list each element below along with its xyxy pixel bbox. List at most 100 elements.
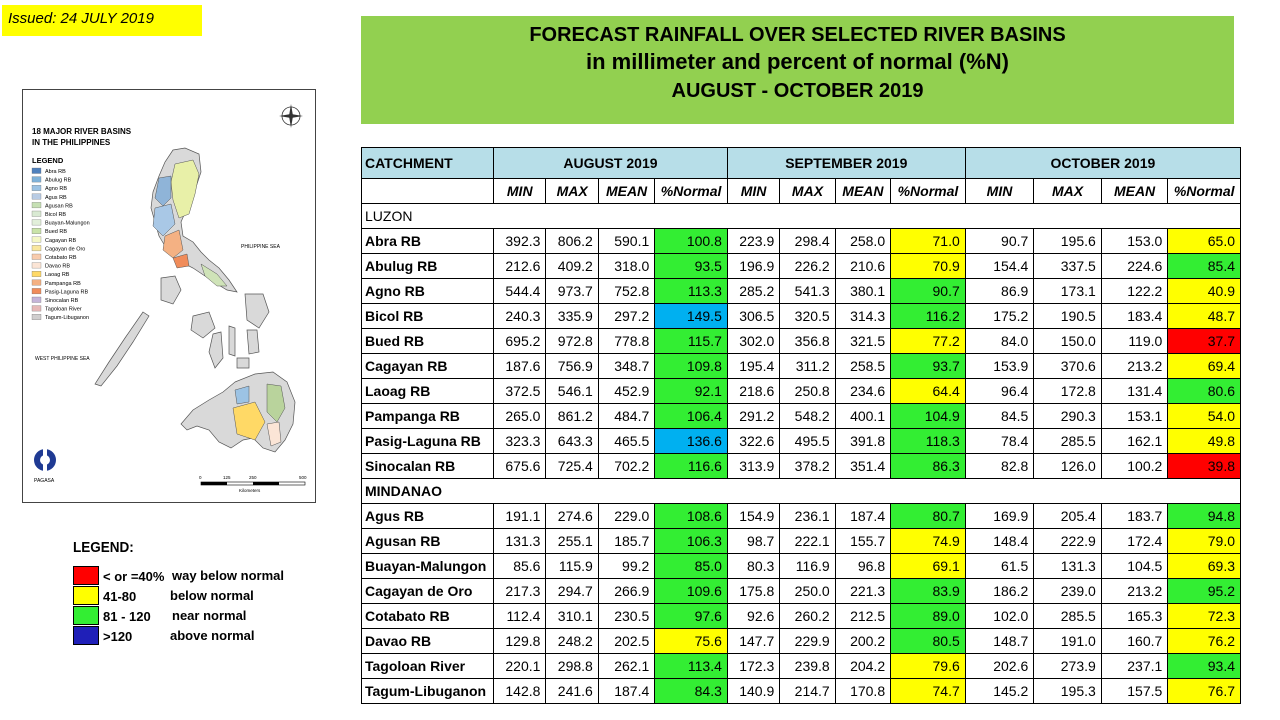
min-cell: 140.9 (726, 678, 781, 704)
mean-cell: 187.4 (597, 678, 656, 704)
basin-name: Sinocalan RB (360, 453, 495, 479)
min-cell: 223.9 (726, 228, 781, 254)
map-legend-label: Tagoloan River (45, 307, 82, 313)
min-cell: 302.0 (726, 328, 781, 354)
max-cell: 320.5 (779, 303, 836, 329)
percent-normal-cell: 48.7 (1167, 303, 1241, 329)
map-legend-swatch (31, 219, 42, 226)
svg-text:500: 500 (299, 475, 307, 480)
mean-cell: 131.4 (1100, 378, 1169, 404)
percent-normal-cell: 49.8 (1167, 428, 1241, 454)
max-cell: 311.2 (779, 353, 836, 379)
mean-cell: 183.4 (1100, 303, 1169, 329)
mean-cell: 185.7 (597, 528, 656, 554)
mean-cell: 297.2 (597, 303, 656, 329)
leyte-island-shape (246, 329, 260, 355)
table-row: Pasig-Laguna RB 323.3 643.3 465.5 136.6 322.6… (360, 428, 1241, 454)
percent-normal-cell: 75.6 (654, 628, 728, 654)
legend-desc: near normal (172, 608, 247, 623)
basin-name: Cotabato RB (360, 603, 495, 629)
percent-normal-cell: 77.2 (890, 328, 966, 354)
cotabato-basin-shape (232, 401, 266, 441)
table-row: Abulug RB 212.6 409.2 318.0 93.5 196.9 226.2 21… (360, 253, 1241, 279)
catchment-header: CATCHMENT (360, 147, 495, 179)
svg-text:Kilometers: Kilometers (239, 488, 261, 493)
percent-normal-cell: 113.3 (654, 278, 728, 304)
legend-desc: below normal (170, 588, 254, 603)
table-row: Agno RB 544.4 973.7 752.8 113.3 285.2 541.3 380… (360, 278, 1241, 304)
basin-name: Agno RB (360, 278, 495, 304)
river-basin-map: 18 MAJOR RIVER BASINS IN THE PHILIPPINES… (22, 89, 316, 503)
stat-header: MAX (779, 178, 836, 204)
mean-cell: 99.2 (597, 553, 656, 579)
max-cell: 409.2 (545, 253, 599, 279)
palawan-island-shape (94, 311, 150, 387)
max-cell: 378.2 (779, 453, 836, 479)
min-cell: 196.9 (726, 253, 781, 279)
min-cell: 61.5 (964, 553, 1035, 579)
legend-item-way-below: < or =40% way below normal (73, 566, 333, 586)
max-cell: 725.4 (545, 453, 599, 479)
legend-swatch (73, 586, 99, 605)
mean-cell: 351.4 (834, 453, 892, 479)
percent-normal-cell: 93.7 (890, 353, 966, 379)
max-cell: 222.1 (779, 528, 836, 554)
percent-normal-cell: 76.2 (1167, 628, 1241, 654)
basin-name: Davao RB (360, 628, 495, 654)
table-row: Pampanga RB 265.0 861.2 484.7 106.4 291.2 548.… (360, 403, 1241, 429)
min-cell: 186.2 (964, 578, 1035, 604)
legend-desc: way below normal (172, 568, 284, 583)
max-cell: 195.3 (1033, 678, 1102, 704)
percent-normal-cell: 100.8 (654, 228, 728, 254)
svg-text:0: 0 (199, 475, 202, 480)
map-legend-swatch (31, 296, 42, 303)
mean-cell: 318.0 (597, 253, 656, 279)
mean-cell: 266.9 (597, 578, 656, 604)
bicol-basin-shape (200, 263, 228, 287)
map-legend-swatch (31, 228, 42, 234)
issued-date-banner: Issued: 24 JULY 2019 (2, 5, 202, 36)
min-cell: 102.0 (964, 603, 1035, 629)
region-row: LUZON (361, 203, 1241, 229)
max-cell: 285.5 (1033, 428, 1102, 454)
percent-normal-cell: 79.0 (1167, 528, 1241, 554)
percent-normal-cell: 64.4 (890, 378, 966, 404)
percent-normal-cell: 80.5 (890, 628, 966, 654)
percent-normal-cell: 85.0 (654, 553, 728, 579)
mean-cell: 213.2 (1100, 578, 1169, 604)
percent-normal-cell: 109.8 (654, 353, 728, 379)
mean-cell: 237.1 (1100, 653, 1169, 679)
map-legend-swatch (31, 271, 42, 277)
basin-name: Abulug RB (360, 253, 495, 279)
max-cell: 290.3 (1033, 403, 1102, 429)
map-legend-label: Tagum-Libuganon (45, 315, 89, 321)
mean-cell: 202.5 (597, 628, 656, 654)
svg-text:125: 125 (223, 475, 231, 480)
min-cell: 131.3 (493, 528, 547, 554)
percent-normal-cell: 69.4 (1167, 353, 1241, 379)
basin-name: Tagum-Libuganon (360, 678, 495, 704)
mean-cell: 122.2 (1100, 278, 1169, 304)
percent-normal-cell: 80.6 (1167, 378, 1241, 404)
min-cell: 323.3 (493, 428, 547, 454)
mean-cell: 162.1 (1100, 428, 1169, 454)
min-cell: 147.7 (726, 628, 781, 654)
basin-name: Buayan-Malungon (360, 553, 495, 579)
percent-normal-cell: 104.9 (890, 403, 966, 429)
max-cell: 335.9 (545, 303, 599, 329)
percent-normal-cell: 90.7 (890, 278, 966, 304)
legend-range: >120 (103, 629, 133, 644)
max-cell: 229.9 (779, 628, 836, 654)
mean-cell: 170.8 (834, 678, 892, 704)
mean-cell: 321.5 (834, 328, 892, 354)
max-cell: 495.5 (779, 428, 836, 454)
mean-cell: 183.7 (1100, 503, 1169, 529)
map-legend-swatch (31, 185, 42, 191)
min-cell: 129.8 (493, 628, 547, 654)
max-cell: 190.5 (1033, 303, 1102, 329)
max-cell: 250.8 (779, 378, 836, 404)
legend-swatch (73, 566, 99, 585)
percent-normal-cell: 94.8 (1167, 503, 1241, 529)
max-cell: 274.6 (545, 503, 599, 529)
mean-cell: 778.8 (597, 328, 656, 354)
